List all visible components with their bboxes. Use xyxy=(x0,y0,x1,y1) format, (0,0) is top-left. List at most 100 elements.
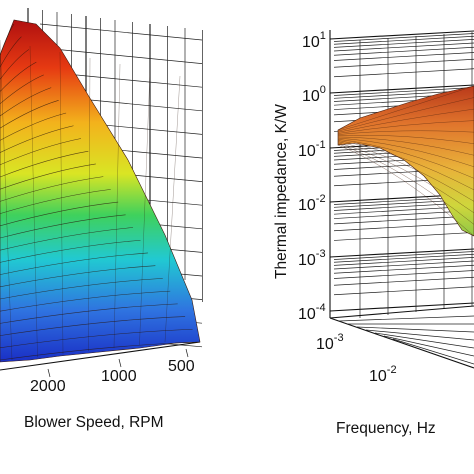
right-z-tick-label: 10-3 xyxy=(298,248,326,269)
left-mesh-rib xyxy=(0,252,148,275)
right-z-tick-label: 10-1 xyxy=(298,139,326,160)
left-mesh-rib xyxy=(0,290,171,312)
right-x-tick-label: 10-2 xyxy=(369,364,397,385)
right-floor-back xyxy=(329,305,474,319)
left-mesh-col xyxy=(0,39,13,361)
left-grid-horizontal xyxy=(39,23,203,41)
right-x-tick-label: 10-3 xyxy=(316,332,344,353)
right-floor-line xyxy=(383,335,474,357)
right-grid-decade xyxy=(329,248,474,258)
left-mesh-rib xyxy=(0,303,178,324)
right-grid-decade xyxy=(329,30,474,40)
left-x-tick-mark xyxy=(185,348,189,358)
right-mesh-rib xyxy=(337,85,474,131)
left-surface-mesh xyxy=(0,23,201,361)
right-grid-decade xyxy=(329,84,474,94)
right-z-tick-label: 101 xyxy=(302,30,326,51)
left-mesh-rib xyxy=(0,265,156,288)
right-grid-minor xyxy=(333,87,474,96)
right-mesh-rib xyxy=(337,141,474,202)
right-mesh-rib xyxy=(337,120,474,134)
left-mesh-rib xyxy=(0,176,104,202)
left-mesh-rib xyxy=(0,125,74,153)
left-x-tick-label: 2000 xyxy=(30,378,66,395)
right-floor-line xyxy=(356,326,474,333)
left-mesh-rib xyxy=(0,74,44,105)
right-mesh-rib xyxy=(337,138,474,179)
right-grid-minor xyxy=(333,39,474,48)
right-mesh-rib xyxy=(337,130,474,135)
left-mesh-rib xyxy=(0,150,89,178)
right-surface-panel: 101 100 10-1 10-2 10-3 10-4 10-3 10-2 Thermal … xyxy=(273,30,474,437)
right-grid-minor xyxy=(333,232,474,241)
right-mesh-rib xyxy=(337,108,474,133)
right-mesh-rib xyxy=(337,140,474,191)
right-grid-minor xyxy=(333,35,474,45)
right-z-tick-labels: 101 100 10-1 10-2 10-3 10-4 xyxy=(298,30,326,323)
left-mesh-rib xyxy=(0,201,119,227)
right-z-axis-label: Thermal impedance, K/W xyxy=(273,104,290,279)
right-x-tick-labels: 10-3 10-2 xyxy=(316,332,397,385)
right-grid-minor xyxy=(333,260,474,270)
right-z-tick-label: 100 xyxy=(302,84,326,105)
right-grid-minor xyxy=(333,68,474,78)
left-mesh-rib xyxy=(0,316,186,336)
right-grid-minor xyxy=(333,253,474,263)
left-x-axis-label: Blower Speed, RPM xyxy=(24,414,164,431)
left-x-tick-mark xyxy=(118,358,122,368)
right-grid-minor xyxy=(333,270,474,279)
left-mesh-col xyxy=(88,57,91,352)
right-surface-mesh xyxy=(337,85,474,237)
right-floor-line xyxy=(392,338,474,365)
left-mesh-rib xyxy=(0,138,82,166)
left-mesh-rib xyxy=(0,239,141,263)
right-floor-line xyxy=(338,315,474,322)
left-mesh-rib xyxy=(0,36,22,68)
right-grid-minor xyxy=(333,42,474,52)
right-floor-line xyxy=(365,329,474,341)
left-x-tick-mark xyxy=(47,368,51,378)
right-grid-minor xyxy=(333,222,474,232)
left-mesh-rib xyxy=(0,341,201,361)
right-grid-minor xyxy=(333,215,474,225)
right-grid-minor xyxy=(333,276,474,286)
left-mesh-rib xyxy=(0,100,59,129)
right-grid-minor xyxy=(333,58,474,68)
right-mesh-rib xyxy=(337,137,474,168)
right-mesh-rib xyxy=(337,97,474,132)
left-surface-panel: 2000 1000 500 Blower Speed, RPM xyxy=(0,8,203,431)
right-mesh-rib xyxy=(337,143,474,225)
left-x-tick-label: 500 xyxy=(168,358,195,375)
right-floor-line xyxy=(374,332,474,349)
right-mesh-rib xyxy=(337,142,474,214)
right-x-axis-label: Frequency, Hz xyxy=(336,420,436,437)
left-mesh-rib xyxy=(0,214,126,239)
right-floor-side xyxy=(329,317,474,369)
left-mesh-col xyxy=(29,45,38,358)
left-mesh-col xyxy=(113,63,121,349)
right-grid-minor xyxy=(333,286,474,296)
right-z-tick-label: 10-4 xyxy=(298,302,326,323)
right-surface xyxy=(337,85,474,237)
left-mesh-col xyxy=(139,69,151,346)
left-mesh-rib xyxy=(0,278,163,300)
left-mesh-rib xyxy=(0,87,52,117)
left-x-tick-label: 1000 xyxy=(101,368,137,385)
left-mesh-rib xyxy=(0,112,67,141)
left-mesh-rib xyxy=(0,329,193,349)
right-z-tick-label: 10-2 xyxy=(298,193,326,214)
right-mesh-rib xyxy=(337,136,474,156)
right-grid-decade xyxy=(329,302,474,312)
right-grid-minor xyxy=(333,251,474,260)
left-mesh-rib xyxy=(0,49,30,80)
left-mesh-col xyxy=(59,51,64,355)
left-mesh-rib xyxy=(0,227,134,251)
right-mesh-rib xyxy=(337,134,474,144)
left-grid-horizontal xyxy=(42,47,203,64)
right-grid-minor xyxy=(333,52,474,61)
left-front-edge xyxy=(0,341,201,371)
right-mesh-rib xyxy=(337,144,474,237)
left-mesh-rib xyxy=(0,23,15,56)
right-grid-minor xyxy=(333,257,474,266)
